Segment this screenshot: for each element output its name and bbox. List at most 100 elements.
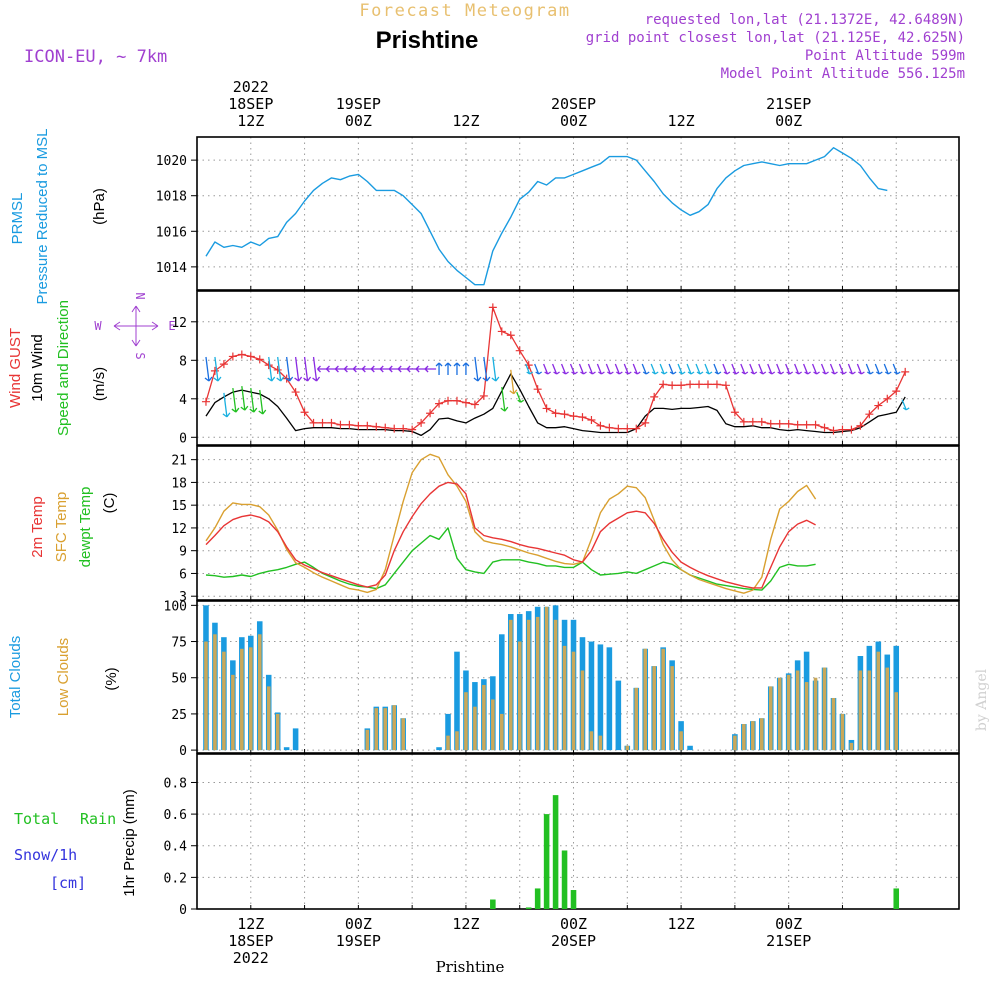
low-cloud-bar [500, 713, 504, 751]
wind-gust-marker [228, 352, 237, 361]
wind-direction-arrow [901, 399, 910, 411]
bottom-time-label: 00Z [775, 915, 802, 933]
watermark: by Angel [974, 668, 990, 731]
bottom-time-label: 00Z [560, 915, 587, 933]
wind-gust-marker [721, 381, 730, 390]
wind-label-unit: (m/s) [91, 367, 108, 401]
wind-gust-marker [605, 423, 614, 432]
temp-ytick-label: 12 [171, 522, 187, 537]
wind-direction-arrow [776, 363, 785, 375]
compass-east: E [168, 319, 175, 333]
low-cloud-bar [535, 616, 540, 751]
compass-south: S [133, 352, 147, 359]
rain-bar [561, 850, 568, 909]
wind-gust-marker [201, 397, 210, 406]
low-cloud-bar [867, 670, 872, 751]
wind-gust-marker [210, 366, 219, 375]
wind-direction-arrow [623, 363, 632, 375]
wind-gust-marker [883, 394, 892, 403]
wind-gust-marker [623, 424, 632, 433]
requested-coords: requested lon,lat (21.1372E, 42.6489N) [645, 12, 965, 28]
wind-direction-arrow [444, 362, 452, 375]
precip-ytick-label: 0.4 [164, 840, 188, 855]
pressure-frame [196, 136, 960, 291]
wind-direction-arrow [500, 387, 509, 412]
wind-gust-marker [668, 381, 677, 390]
wind-gust-marker [838, 425, 847, 434]
low-cloud-bar [222, 651, 226, 751]
pressure-ytick-label: 1014 [156, 261, 187, 276]
top-time-label: 19SEP [336, 95, 381, 113]
low-cloud-bar [464, 692, 468, 751]
header: Forecast Meteogram Prishtine ICON-EU, ~ … [24, 1, 990, 976]
rain-bar [570, 890, 577, 909]
top-time-label: 12Z [237, 112, 264, 130]
clouds-frame [196, 600, 960, 754]
wind-gust-marker [533, 385, 542, 394]
wind-direction-arrow [820, 363, 829, 375]
clouds-ytick-label: 50 [171, 672, 187, 687]
low-cloud-bar [562, 645, 567, 751]
rain-bar [543, 814, 550, 909]
wind-direction-arrow [659, 363, 668, 375]
low-cloud-bar [517, 641, 522, 751]
wind-10m-line [205, 373, 906, 437]
low-cloud-bar [491, 699, 495, 751]
low-cloud-bar [795, 670, 800, 751]
wind-gust-marker [345, 420, 354, 429]
wind-direction-arrow [650, 363, 659, 375]
precip-label-snow: Snow/1h [14, 846, 77, 864]
wind-gust-marker [560, 410, 569, 419]
rain-bar [525, 907, 532, 909]
wind-gust-marker [632, 424, 641, 433]
point-altitude: Point Altitude 599m [805, 48, 965, 64]
total-cloud-bar [615, 680, 622, 751]
bottom-time-label: 19SEP [336, 932, 381, 950]
total-cloud-bar [687, 745, 693, 751]
wind-gust-marker [820, 423, 829, 432]
low-cloud-bar [822, 667, 827, 751]
wind-gust-marker [551, 409, 560, 418]
wind-gust-marker [578, 413, 587, 422]
low-cloud-bar [508, 619, 513, 751]
wind-gust-marker [847, 425, 856, 434]
wind-direction-arrow [473, 356, 482, 382]
top-time-label: 20SEP [551, 95, 596, 113]
top-time-label: 12Z [668, 112, 695, 130]
top-time-label: 2022 [233, 78, 269, 96]
wind-direction-arrow [605, 363, 614, 375]
low-cloud-bar [804, 682, 809, 751]
temp-label-dewpt: dewpt Temp [77, 487, 94, 568]
low-cloud-bar [257, 634, 262, 751]
wind-direction-arrow [569, 363, 578, 375]
total-cloud-bar [606, 647, 613, 751]
low-cloud-bar [365, 729, 370, 751]
wind-direction-arrow [856, 363, 865, 375]
pressure-label-prmsl: PRMSL [9, 193, 26, 245]
low-cloud-bar [786, 674, 791, 751]
wind-gust-marker [766, 419, 775, 428]
model-point-altitude: Model Point Altitude 556.125m [721, 66, 965, 82]
wind-gust-marker [829, 426, 838, 435]
total-cloud-bar [445, 713, 451, 751]
precip-label-snow-unit: [cm] [50, 874, 86, 892]
wind-gust-marker [892, 387, 901, 396]
low-cloud-bar [670, 666, 674, 751]
wind-direction-arrow [811, 363, 820, 375]
wind-frame [196, 290, 960, 446]
precip-label-total: Total [14, 810, 59, 828]
wind-gust-marker [327, 418, 336, 427]
wind-direction-arrow [847, 363, 856, 375]
wind-gust-marker [237, 350, 246, 359]
wind-direction-arrow [722, 363, 731, 375]
temp-ytick-label: 3 [179, 590, 187, 605]
footer-location: Prishtine [436, 958, 505, 976]
wind-gust-marker [390, 424, 399, 433]
wind-direction-arrow [695, 363, 704, 375]
low-cloud-bar [840, 713, 845, 751]
rain-bar [893, 888, 900, 909]
low-cloud-bar [876, 651, 881, 751]
wind-gust-marker [300, 408, 309, 417]
low-cloud-bar [213, 634, 217, 751]
